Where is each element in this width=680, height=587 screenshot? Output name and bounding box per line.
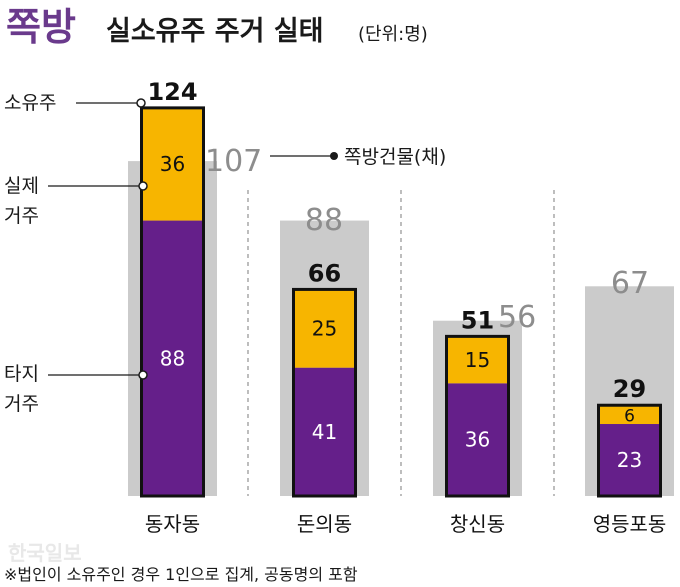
buildings-marker <box>330 152 338 160</box>
owner-total-4: 29 <box>613 375 646 403</box>
building-value-3: 56 <box>498 300 536 335</box>
resident-bar-3 <box>446 336 509 384</box>
footnote: ※법인이 소유주인 경우 1인으로 집계, 공동명의 포함 <box>4 565 358 584</box>
elsewhere-label-line2: 거주 <box>4 393 39 415</box>
annotations: 소유주 실제 거주 타지 거주 쪽방건물(채) <box>4 92 446 415</box>
resident-label-line1: 실제 <box>4 175 39 197</box>
category-separators <box>247 190 555 496</box>
elsewhere-bar-1 <box>141 220 204 496</box>
elsewhere-value-3: 36 <box>465 428 490 452</box>
elsewhere-bar-3 <box>446 383 509 496</box>
resident-marker <box>138 181 148 191</box>
resident-bar-1 <box>141 107 204 221</box>
owner-outline-2 <box>292 287 357 498</box>
category-label-1: 동자동 <box>145 512 200 536</box>
bars: 88 36 124 107 동자동 41 25 66 88 돈의동 36 15 51 56 창신동 23 6 29… <box>128 78 674 536</box>
watermark: 한국일보 <box>8 541 82 565</box>
elsewhere-bar-4 <box>598 424 661 496</box>
owner-total-3: 51 <box>461 306 494 334</box>
resident-value-2: 25 <box>312 317 337 341</box>
owner-outline-1 <box>140 106 205 498</box>
building-value-1: 107 <box>205 144 262 179</box>
buildings-label: 쪽방건물(채) <box>344 146 446 168</box>
elsewhere-value-2: 41 <box>312 420 337 444</box>
category-label-3: 창신동 <box>450 512 505 536</box>
elsewhere-value-1: 88 <box>160 346 185 370</box>
category-label-4: 영등포동 <box>593 512 667 536</box>
elsewhere-value-4: 23 <box>617 448 642 472</box>
resident-value-3: 15 <box>465 348 490 372</box>
resident-value-1: 36 <box>160 152 185 176</box>
title-keyword: 쪽방 <box>6 5 76 49</box>
elsewhere-marker <box>138 370 148 380</box>
owner-outline-3 <box>445 334 510 498</box>
resident-value-4: 6 <box>624 407 635 427</box>
elsewhere-bar-2 <box>293 367 356 496</box>
elsewhere-label-line1: 타지 <box>4 363 39 385</box>
building-value-4: 67 <box>611 266 649 301</box>
building-value-2: 88 <box>305 203 343 238</box>
owner-label: 소유주 <box>4 92 56 114</box>
title-unit: (단위:명) <box>358 24 428 45</box>
resident-bar-4 <box>598 405 661 425</box>
resident-label-line2: 거주 <box>4 205 39 227</box>
resident-bar-2 <box>293 289 356 368</box>
title-main: 실소유주 주거 실태 <box>106 16 324 47</box>
owner-total-2: 66 <box>308 259 341 287</box>
category-label-2: 돈의동 <box>297 512 352 536</box>
owner-total-1: 124 <box>147 78 197 106</box>
owner-outline-4 <box>597 403 662 498</box>
owner-marker <box>136 98 146 108</box>
